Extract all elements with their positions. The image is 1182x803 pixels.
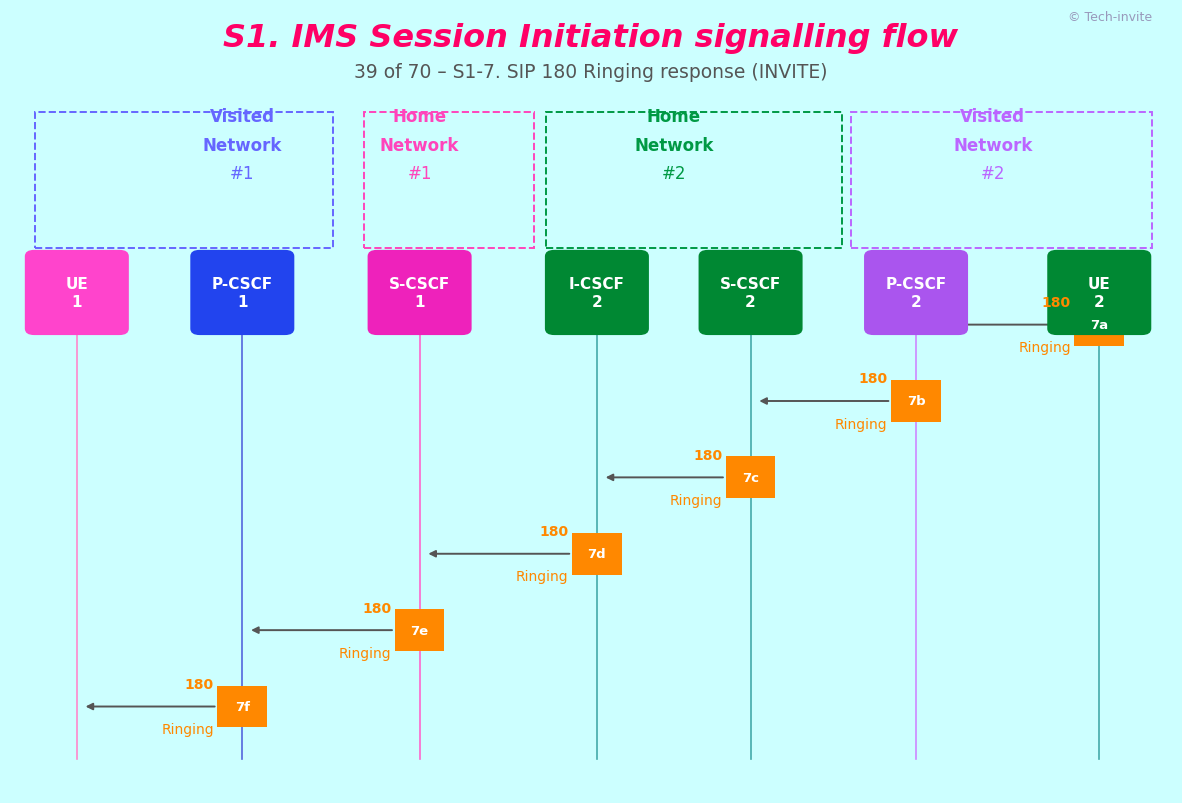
Text: I-CSCF
2: I-CSCF 2 xyxy=(569,277,625,309)
Text: 7e: 7e xyxy=(410,624,429,637)
Text: 39 of 70 – S1-7. SIP 180 Ringing response (INVITE): 39 of 70 – S1-7. SIP 180 Ringing respons… xyxy=(355,63,827,82)
FancyBboxPatch shape xyxy=(1074,304,1124,346)
Text: Home: Home xyxy=(647,108,701,125)
Text: P-CSCF
1: P-CSCF 1 xyxy=(212,277,273,309)
Text: 180: 180 xyxy=(1041,296,1071,310)
FancyBboxPatch shape xyxy=(25,251,129,336)
FancyBboxPatch shape xyxy=(864,251,968,336)
Text: Ringing: Ringing xyxy=(669,493,722,507)
Text: Visited: Visited xyxy=(961,108,1025,125)
FancyBboxPatch shape xyxy=(190,251,294,336)
FancyBboxPatch shape xyxy=(726,457,775,499)
FancyBboxPatch shape xyxy=(368,251,472,336)
Text: #2: #2 xyxy=(662,165,686,183)
Text: 7c: 7c xyxy=(742,471,759,484)
Text: Ringing: Ringing xyxy=(1018,340,1071,355)
Text: 180: 180 xyxy=(362,601,391,615)
Text: #1: #1 xyxy=(408,165,431,183)
FancyBboxPatch shape xyxy=(1047,251,1151,336)
Text: 180: 180 xyxy=(539,524,569,539)
Text: 7a: 7a xyxy=(1090,319,1109,332)
Text: #1: #1 xyxy=(230,165,254,183)
FancyBboxPatch shape xyxy=(395,609,444,651)
Text: 180: 180 xyxy=(858,372,888,386)
Text: S-CSCF
2: S-CSCF 2 xyxy=(720,277,781,309)
Text: Ringing: Ringing xyxy=(515,569,569,584)
Text: UE
1: UE 1 xyxy=(65,277,89,309)
Text: Ringing: Ringing xyxy=(834,417,888,431)
Text: Home: Home xyxy=(392,108,447,125)
FancyBboxPatch shape xyxy=(572,533,622,575)
Text: Ringing: Ringing xyxy=(338,646,391,660)
Text: #2: #2 xyxy=(981,165,1005,183)
Text: Network: Network xyxy=(379,137,460,154)
Text: 180: 180 xyxy=(693,448,722,463)
FancyBboxPatch shape xyxy=(217,686,267,728)
Text: 7b: 7b xyxy=(907,395,926,408)
Text: © Tech-invite: © Tech-invite xyxy=(1069,11,1152,24)
FancyBboxPatch shape xyxy=(699,251,803,336)
Text: P-CSCF
2: P-CSCF 2 xyxy=(885,277,947,309)
Text: Network: Network xyxy=(202,137,282,154)
Text: Ringing: Ringing xyxy=(161,722,214,736)
Text: S1. IMS Session Initiation signalling flow: S1. IMS Session Initiation signalling fl… xyxy=(223,23,959,54)
Text: 7f: 7f xyxy=(235,700,249,713)
Text: Network: Network xyxy=(953,137,1033,154)
Text: S-CSCF
1: S-CSCF 1 xyxy=(389,277,450,309)
FancyBboxPatch shape xyxy=(545,251,649,336)
Text: 180: 180 xyxy=(184,677,214,691)
Text: Visited: Visited xyxy=(210,108,274,125)
Text: 7d: 7d xyxy=(587,548,606,560)
Text: UE
2: UE 2 xyxy=(1087,277,1111,309)
Text: Network: Network xyxy=(634,137,714,154)
FancyBboxPatch shape xyxy=(891,381,941,422)
